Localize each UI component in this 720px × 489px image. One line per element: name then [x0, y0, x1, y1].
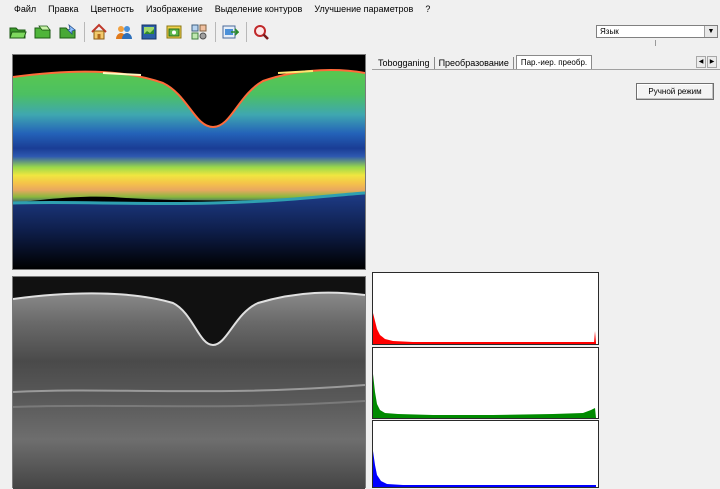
settings-icon[interactable] — [189, 22, 209, 42]
layers-icon[interactable] — [164, 22, 184, 42]
open-folder-icon[interactable] — [8, 22, 28, 42]
toolbar — [8, 19, 276, 45]
oct-color-image — [12, 54, 366, 270]
tab-transform[interactable]: Преобразование — [435, 57, 514, 70]
home-icon[interactable] — [89, 22, 109, 42]
export-icon[interactable] — [220, 22, 240, 42]
language-select[interactable]: Язык ▼ — [596, 25, 718, 38]
manual-mode-button[interactable]: Ручной режим — [636, 83, 714, 100]
toolbar-separator — [84, 22, 85, 42]
tab-scroll-right-icon[interactable]: ▶ — [707, 56, 717, 68]
tab-strip: Tobogganing Преобразование Пар.-иер. пре… — [374, 55, 593, 70]
menu-help[interactable]: ? — [425, 4, 431, 14]
oct-grayscale-image — [12, 276, 366, 489]
menu-bar: Файл Правка Цветность Изображение Выделе… — [0, 0, 720, 18]
blue-histogram — [372, 420, 599, 488]
menu-file[interactable]: Файл — [14, 4, 37, 14]
menu-edit[interactable]: Правка — [48, 4, 79, 14]
red-histogram-curve — [373, 313, 596, 344]
tab-param-hier-transform[interactable]: Пар.-иер. преобр. — [515, 55, 593, 70]
tab-scroll-left-icon[interactable]: ◀ — [696, 56, 706, 68]
toolbar-separator — [246, 22, 247, 42]
red-histogram — [372, 272, 599, 345]
users-icon[interactable] — [114, 22, 134, 42]
menu-edge-detection[interactable]: Выделение контуров — [214, 4, 303, 14]
tab-divider — [372, 69, 720, 70]
zoom-icon[interactable] — [251, 22, 271, 42]
language-select-value: Язык — [600, 27, 619, 36]
tab-tobogganing[interactable]: Tobogganing — [374, 57, 435, 70]
image-book-icon[interactable] — [139, 22, 159, 42]
toolbar-separator — [215, 22, 216, 42]
folder-icon[interactable] — [33, 22, 53, 42]
green-histogram — [372, 347, 599, 419]
blue-histogram-curve — [373, 451, 596, 487]
scale-tick — [655, 40, 656, 46]
menu-image[interactable]: Изображение — [146, 4, 203, 14]
menu-color[interactable]: Цветность — [90, 4, 134, 14]
folder-link-icon[interactable] — [58, 22, 78, 42]
menu-enhancement[interactable]: Улучшение параметров — [314, 4, 414, 14]
green-histogram-curve — [373, 374, 596, 418]
chevron-down-icon[interactable]: ▼ — [704, 26, 717, 37]
